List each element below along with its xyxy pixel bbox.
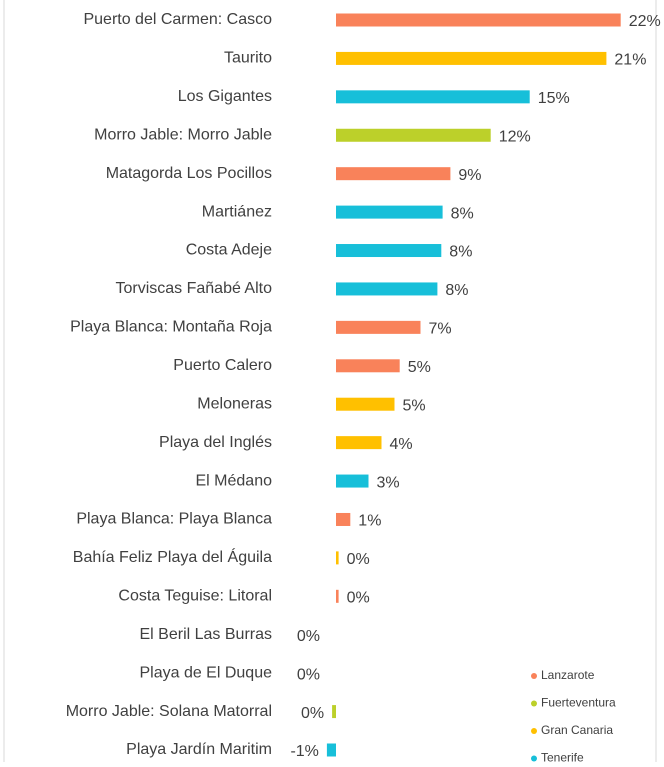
bar	[336, 244, 442, 258]
value-label: 22%	[629, 13, 661, 30]
value-label: 0%	[347, 551, 370, 568]
bar	[336, 397, 395, 411]
category-label: Los Gigantes	[178, 88, 272, 105]
category-label: Taurito	[224, 50, 272, 67]
category-label: Morro Jable: Solana Matorral	[66, 703, 272, 720]
legend-label: Gran Canaria	[541, 723, 613, 737]
bar	[336, 282, 438, 296]
category-label: El Médano	[196, 472, 273, 489]
bar	[336, 359, 400, 373]
category-label: Playa Jardín Maritim	[126, 741, 272, 758]
value-label: 9%	[458, 167, 481, 184]
value-label: 5%	[403, 397, 426, 414]
bar	[336, 436, 382, 450]
value-label: 0%	[301, 705, 324, 722]
category-label: Puerto Calero	[173, 357, 272, 374]
value-label: 5%	[408, 359, 431, 376]
value-label: 8%	[449, 244, 472, 261]
value-label: 7%	[429, 321, 452, 338]
value-label: 4%	[390, 436, 413, 453]
legend-label: Tenerife	[541, 751, 584, 762]
legend-label: Lanzarote	[541, 668, 595, 682]
category-label: El Beril Las Burras	[140, 626, 273, 643]
legend-marker	[531, 728, 537, 734]
value-label: -1%	[290, 743, 318, 760]
bar	[336, 90, 530, 104]
bar	[336, 167, 451, 181]
bar	[336, 13, 621, 27]
value-label: 15%	[538, 90, 570, 107]
category-label: Playa del Inglés	[159, 434, 272, 451]
value-label: 0%	[347, 590, 370, 607]
bar	[332, 705, 336, 719]
legend-marker	[531, 755, 537, 762]
bar	[326, 743, 336, 757]
category-label: Puerto del Carmen: Casco	[83, 11, 272, 28]
category-label: Martiánez	[202, 203, 272, 220]
category-label: Playa de El Duque	[139, 664, 272, 681]
bar	[336, 589, 339, 603]
value-label: 8%	[451, 205, 474, 222]
bar	[336, 512, 351, 526]
category-label: Meloneras	[197, 395, 272, 412]
bar	[336, 320, 421, 334]
category-label: Costa Teguise: Litoral	[118, 588, 272, 605]
legend-marker	[531, 673, 537, 679]
bar	[336, 551, 339, 565]
value-label: 21%	[614, 52, 646, 69]
bar	[336, 51, 607, 65]
category-label: Costa Adeje	[186, 242, 272, 259]
value-label: 0%	[297, 666, 320, 683]
value-label: 0%	[297, 628, 320, 645]
value-label: 12%	[499, 128, 531, 145]
category-label: Bahía Feliz Playa del Águila	[73, 547, 272, 566]
category-label: Torviscas Fañabé Alto	[115, 280, 272, 297]
bar	[336, 205, 443, 219]
category-label: Morro Jable: Morro Jable	[94, 126, 272, 143]
value-label: 3%	[377, 474, 400, 491]
bar	[336, 474, 369, 488]
category-label: Matagorda Los Pocillos	[106, 165, 272, 182]
legend-marker	[531, 700, 537, 707]
legend-label: Fuerteventura	[541, 696, 616, 710]
category-label: Playa Blanca: Montaña Roja	[70, 319, 272, 336]
bar	[336, 128, 491, 142]
value-label: 8%	[445, 282, 468, 299]
value-label: 1%	[358, 513, 381, 530]
category-label: Playa Blanca: Playa Blanca	[76, 511, 272, 528]
